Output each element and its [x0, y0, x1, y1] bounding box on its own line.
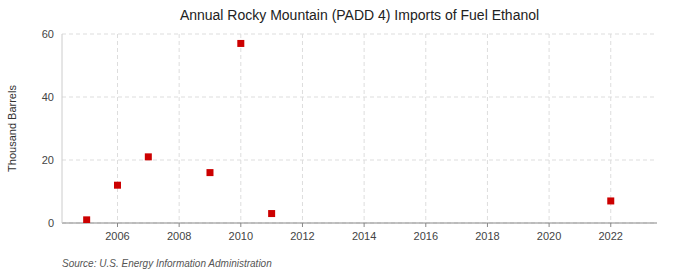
point — [607, 197, 614, 204]
source-note: Source: U.S. Energy Information Administ… — [62, 258, 272, 269]
x-grid-line — [487, 34, 488, 223]
x-grid-line — [240, 34, 241, 223]
point — [114, 182, 121, 189]
x-tick-label: 2016 — [414, 230, 438, 242]
page: {"chart_data": {"type": "scatter", "titl… — [0, 0, 675, 275]
x-tick — [302, 223, 303, 227]
y-axis-line — [62, 34, 63, 223]
x-grid-line — [302, 34, 303, 223]
x-tick-label: 2014 — [352, 230, 376, 242]
y-grid-line — [62, 97, 657, 98]
points — [83, 40, 614, 223]
x-tick-label: 2022 — [599, 230, 623, 242]
y-grid-line — [62, 34, 657, 35]
y-tick-label: 60 — [42, 28, 54, 40]
point — [237, 40, 244, 47]
x-tick — [425, 223, 426, 227]
x-axis-line — [62, 223, 657, 224]
grid — [62, 34, 657, 223]
axes: 0 20 40 60 2006 2008 2010 2012 2014 2016 2018 2020 2… — [42, 28, 657, 242]
chart-container: Annual Rocky Mountain (PADD 4) Imports o… — [0, 0, 675, 275]
x-tick-label: 2010 — [229, 230, 253, 242]
x-grid-line — [117, 34, 118, 223]
x-tick-label: 2012 — [290, 230, 314, 242]
x-grid-line — [425, 34, 426, 223]
point — [268, 210, 275, 217]
x-tick — [117, 223, 118, 227]
x-tick — [487, 223, 488, 227]
y-axis-label: Thousand Barrels — [6, 85, 18, 172]
x-grid-line — [364, 34, 365, 223]
x-tick-label: 2018 — [475, 230, 499, 242]
x-tick — [549, 223, 550, 227]
x-grid-line — [610, 34, 611, 223]
x-tick-label: 2020 — [537, 230, 561, 242]
point — [83, 216, 90, 223]
chart: Annual Rocky Mountain (PADD 4) Imports o… — [0, 0, 675, 275]
x-tick-label: 2008 — [167, 230, 191, 242]
x-tick — [610, 223, 611, 227]
y-tick-label: 20 — [42, 154, 54, 166]
y-tick-label: 40 — [42, 91, 54, 103]
x-tick-label: 2006 — [105, 230, 129, 242]
point — [206, 169, 213, 176]
x-grid-line — [179, 34, 180, 223]
x-tick — [240, 223, 241, 227]
x-grid-line — [549, 34, 550, 223]
y-grid-line — [62, 223, 657, 224]
x-tick — [179, 223, 180, 227]
y-tick-label: 0 — [48, 217, 54, 229]
point — [145, 153, 152, 160]
title: Annual Rocky Mountain (PADD 4) Imports o… — [180, 7, 539, 23]
x-tick — [364, 223, 365, 227]
